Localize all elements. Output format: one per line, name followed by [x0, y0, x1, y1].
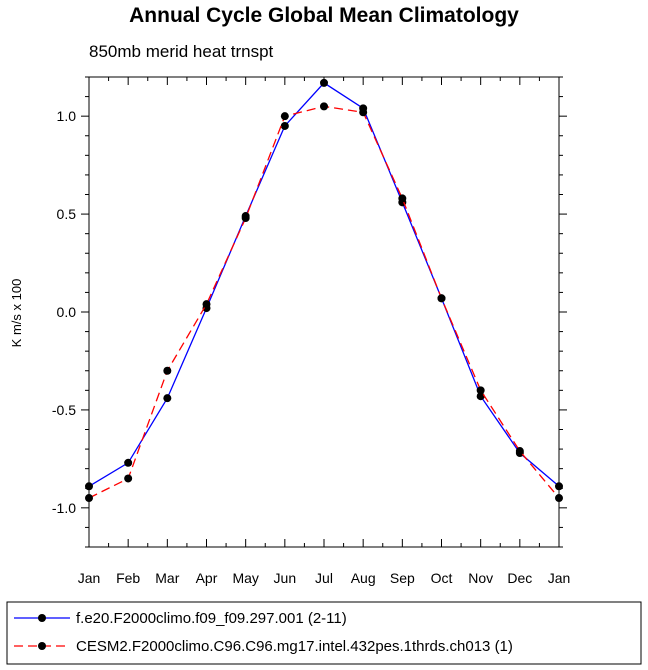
x-tick-label: Apr: [196, 570, 218, 586]
series-1-point: [124, 458, 133, 467]
series-2-point: [476, 386, 485, 395]
series-2-point: [437, 294, 446, 303]
x-tick-label: Dec: [507, 570, 532, 586]
legend-label-1: f.e20.F2000climo.f09_f09.297.001 (2-11): [76, 610, 347, 627]
series-2-point: [124, 474, 133, 483]
series-2-point: [359, 108, 368, 117]
series-1-point: [476, 392, 485, 401]
x-tick-label: Sep: [390, 570, 415, 586]
y-tick-label: 0.0: [57, 304, 77, 320]
legend-marker-2: [38, 642, 46, 650]
series-group: [85, 78, 563, 503]
legend-marker-1: [38, 614, 46, 622]
y-tick-label: -1.0: [52, 500, 76, 516]
series-1-point: [320, 78, 328, 87]
x-tick-label: Aug: [351, 570, 376, 586]
series-2-point: [320, 102, 328, 111]
legend-label-2: CESM2.F2000climo.C96.C96.mg17.intel.432p…: [76, 638, 513, 655]
y-tick-label: -0.5: [52, 402, 76, 418]
x-tick-label: Nov: [468, 570, 493, 586]
series-1-point: [280, 121, 289, 130]
x-tick-labels: Jan Feb Mar Apr May Jun Jul Aug Sep Oct Nov Dec Jan: [78, 570, 571, 586]
x-tick-label: Oct: [431, 570, 453, 586]
y-axis-label: K m/s x 100: [9, 279, 24, 348]
series-2-point: [163, 366, 172, 375]
y-tick-labels: -1.0 -0.5 0.0 0.5 1.0: [52, 108, 76, 516]
y-tick-label: 0.5: [57, 206, 77, 222]
x-tick-label: May: [232, 570, 258, 586]
series-1-point: [555, 482, 563, 491]
series-2-point: [241, 214, 250, 222]
legend-box: [6, 601, 642, 665]
legend: f.e20.F2000climo.f09_f09.297.001 (2-11) C…: [14, 610, 513, 655]
x-tick-label: Mar: [155, 570, 179, 586]
series-1-point: [85, 482, 93, 491]
chart-title: Annual Cycle Global Mean Climatology: [129, 4, 519, 27]
plot-frame: [88, 76, 560, 548]
series-2-point: [515, 447, 524, 456]
chart-subtitle: 850mb merid heat trnspt: [89, 42, 274, 61]
x-tick-label: Jun: [274, 570, 297, 586]
series-1-point: [163, 394, 172, 403]
x-tick-label: Jan: [78, 570, 101, 586]
series-line-1: [88, 82, 560, 487]
tick-marks: [81, 76, 567, 548]
series-2-point: [280, 112, 289, 121]
y-tick-label: 1.0: [57, 108, 77, 124]
series-2-point: [85, 494, 93, 503]
x-tick-label: Feb: [116, 570, 140, 586]
x-tick-label: Jul: [315, 570, 333, 586]
series-2-point: [555, 494, 563, 503]
series-line-2: [88, 105, 560, 499]
series-2-point: [398, 194, 407, 203]
x-tick-label: Jan: [548, 570, 571, 586]
series-2-point: [202, 300, 211, 309]
